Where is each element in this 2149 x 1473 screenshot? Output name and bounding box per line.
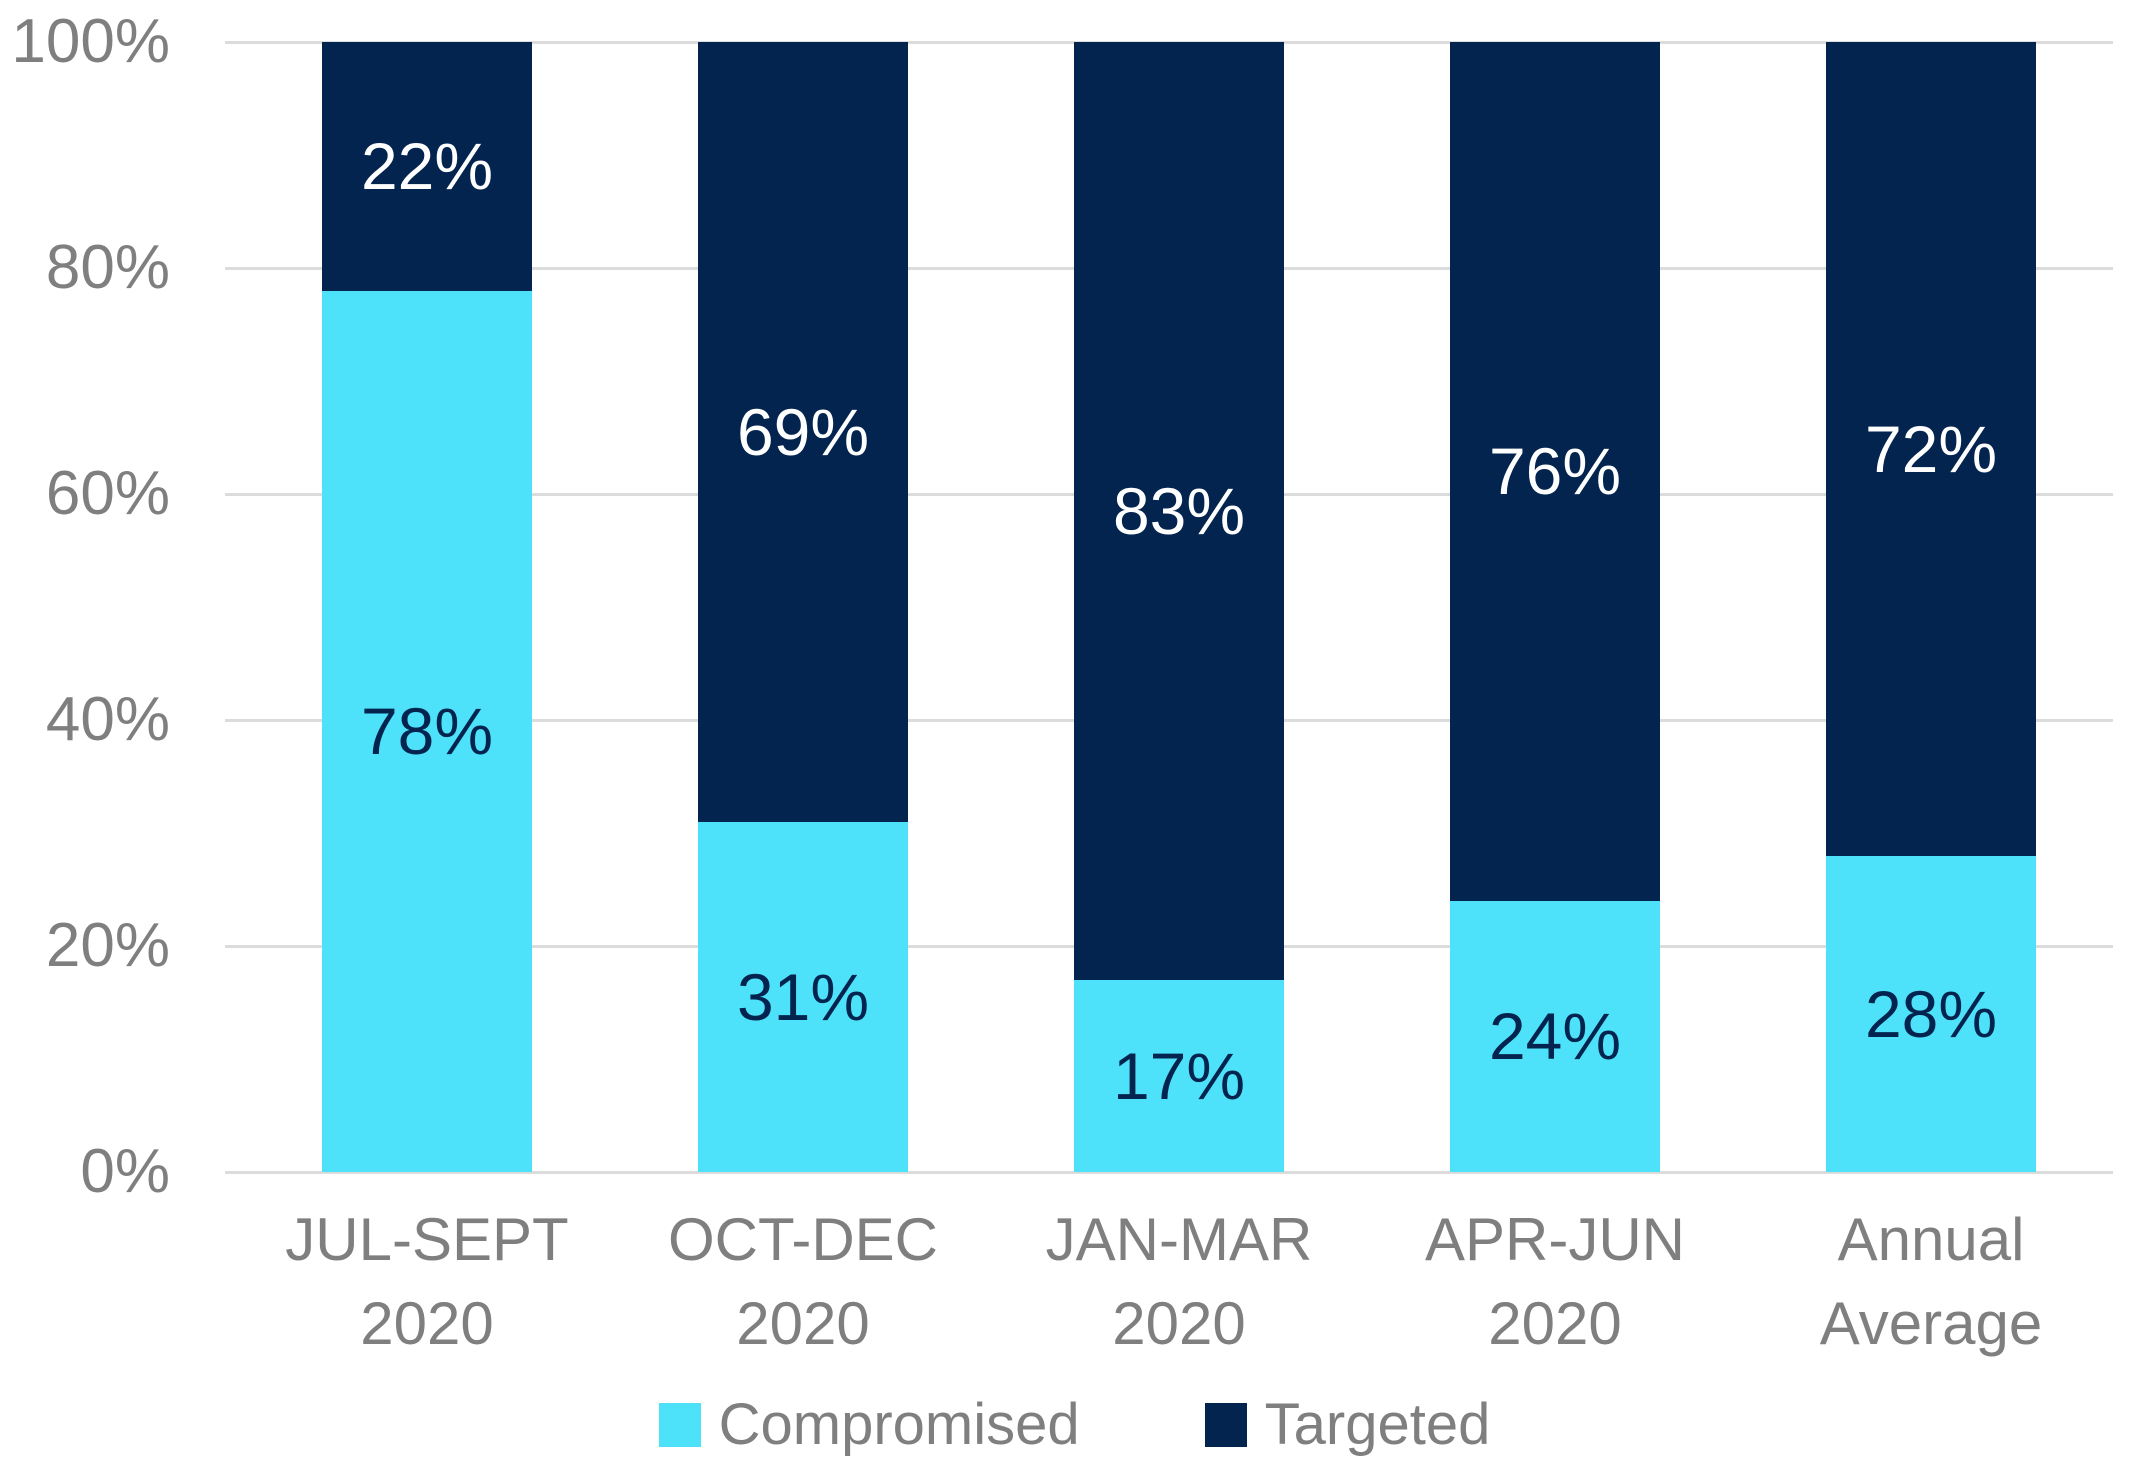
data-label: 24% [1488,999,1622,1074]
legend-label: Compromised [718,1392,1080,1457]
data-label: 17% [1112,1038,1246,1113]
compromised-segment: 24% [1450,900,1660,1172]
data-label: 78% [360,694,494,769]
x-axis-tick-label: OCT-DEC 2020 [583,1198,1023,1366]
chart-legend: Compromised Targeted [0,1396,2149,1454]
x-axis-label-line: APR-JUN [1424,1206,1685,1273]
data-label: 72% [1864,411,1998,486]
data-label: 28% [1864,976,1998,1051]
y-axis-tick-label: 20% [45,911,170,980]
x-axis-label-line: 2020 [360,1290,494,1357]
x-axis-label-line: OCT-DEC [668,1206,938,1273]
x-axis-tick-label: APR-JUN 2020 [1335,1198,1775,1366]
data-label: 22% [360,129,494,204]
compromised-segment: 31% [698,821,908,1172]
data-label: 76% [1488,434,1622,509]
targeted-segment: 22% [322,42,532,291]
y-axis-tick-label: 100% [11,7,170,76]
targeted-segment: 69% [698,42,908,822]
bar-jul-sept: 22% 78% [322,42,532,1172]
bar-annual: 72% 28% [1826,42,2036,1172]
compromised-segment: 17% [1074,979,1284,1172]
targeted-segment: 83% [1074,42,1284,980]
gridline-0% [225,1171,2113,1174]
y-axis-tick-label: 60% [45,459,170,528]
bar-jan-mar: 83% 17% [1074,42,1284,1172]
compromised-swatch-icon [658,1403,701,1447]
targeted-swatch-icon [1204,1403,1247,1447]
targeted-segment: 72% [1826,42,2036,856]
bar-apr-jun: 76% 24% [1450,42,1660,1172]
x-axis-label-line: JAN-MAR [1045,1206,1313,1273]
x-axis-label-line: Average [1819,1290,2043,1357]
y-axis-tick-label: 40% [45,685,170,754]
compromised-segment: 78% [322,290,532,1172]
x-axis-tick-label: JUL-SEPT 2020 [207,1198,647,1366]
bar-oct-dec: 69% 31% [698,42,908,1172]
x-axis-label-line: 2020 [1112,1290,1246,1357]
data-label: 83% [1112,473,1246,548]
data-label: 31% [736,959,870,1034]
legend-item-targeted: Targeted [1204,1392,1491,1457]
x-axis-label-line: JUL-SEPT [285,1206,569,1273]
x-axis-tick-label: JAN-MAR 2020 [959,1198,1399,1366]
y-axis-tick-label: 80% [45,233,170,302]
legend-label: Targeted [1264,1392,1491,1457]
x-axis-label-line: 2020 [736,1290,870,1357]
x-axis-label-line: 2020 [1488,1290,1622,1357]
plot-area: 22% 78% 69% 31% 83% 17% 76% 24% 72% 28% [225,41,2113,1174]
y-axis-tick-label: 0% [80,1137,170,1206]
targeted-segment: 76% [1450,42,1660,901]
data-label: 69% [736,394,870,469]
x-axis-label-line: Annual [1837,1206,2025,1273]
legend-item-compromised: Compromised [658,1392,1080,1457]
compromised-segment: 28% [1826,855,2036,1172]
x-axis-tick-label: Annual Average [1711,1198,2149,1366]
